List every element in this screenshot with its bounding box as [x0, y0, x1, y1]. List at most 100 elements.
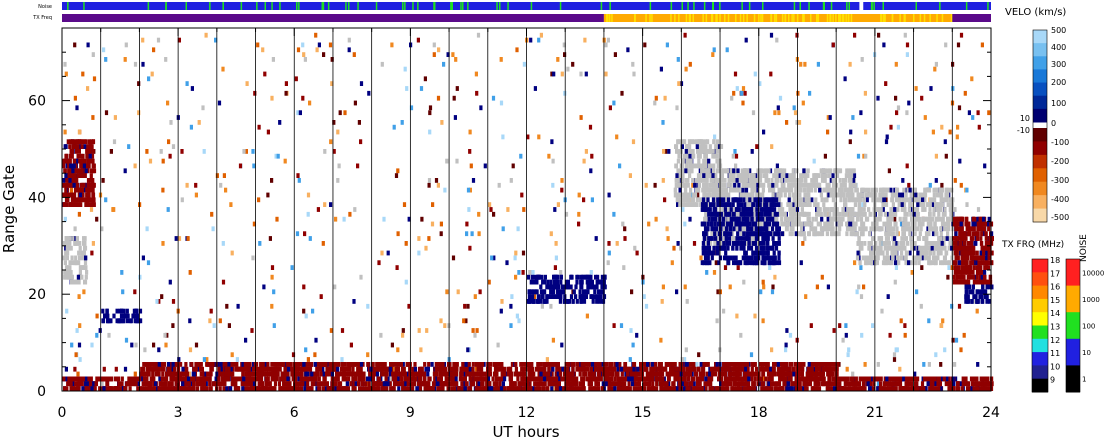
data-cell	[448, 376, 452, 382]
data-cell	[900, 202, 904, 207]
data-cell	[815, 386, 819, 391]
data-cell	[863, 187, 868, 193]
data-cell	[702, 168, 706, 174]
data-cell	[691, 386, 695, 391]
data-cell	[597, 376, 602, 382]
data-cell	[745, 241, 749, 246]
data-cell	[933, 376, 937, 382]
data-cell	[419, 347, 423, 353]
data-cell	[286, 376, 290, 382]
data-cell	[839, 221, 844, 227]
data-cell	[936, 245, 940, 251]
data-cell	[799, 386, 803, 391]
data-cell	[706, 139, 710, 145]
data-cell	[710, 231, 714, 237]
data-cell	[892, 241, 896, 246]
data-cell	[562, 42, 566, 48]
data-cell	[533, 86, 537, 91]
data-cell	[71, 386, 75, 391]
data-cell	[445, 289, 449, 295]
data-cell	[521, 376, 525, 382]
data-cell	[630, 289, 634, 295]
data-cell	[826, 129, 830, 135]
data-cell	[848, 226, 852, 232]
data-cell	[684, 163, 689, 169]
data-cell	[885, 250, 889, 256]
data-cell	[715, 139, 719, 145]
data-cell	[124, 337, 129, 343]
data-cell	[272, 289, 276, 295]
data-cell	[921, 197, 925, 203]
data-cell	[385, 386, 389, 391]
data-cell	[891, 255, 895, 261]
data-cell	[453, 386, 457, 391]
data-cell	[869, 241, 873, 246]
data-cell	[417, 250, 421, 256]
data-cell	[761, 279, 765, 285]
data-cell	[466, 347, 470, 353]
data-cell	[670, 386, 674, 391]
data-cell	[89, 207, 94, 212]
data-cell	[584, 71, 588, 77]
noise-bar-tick	[298, 2, 300, 10]
data-cell	[816, 221, 820, 227]
data-cell	[838, 192, 842, 198]
noise-bar-tick	[741, 2, 743, 10]
data-cell	[188, 318, 192, 324]
data-cell	[900, 376, 904, 382]
data-cell	[698, 144, 702, 149]
data-cell	[251, 149, 255, 154]
data-cell	[712, 168, 716, 174]
data-cell	[161, 187, 165, 193]
data-cell	[74, 381, 78, 387]
data-cell	[64, 265, 69, 270]
noise-bar-tick	[670, 2, 673, 10]
data-cell	[623, 381, 627, 387]
data-cell	[204, 381, 208, 387]
data-cell	[862, 381, 866, 387]
noise-bar-tick	[321, 2, 323, 10]
data-cell	[867, 376, 871, 382]
data-cell	[194, 342, 199, 348]
data-cell	[946, 274, 950, 280]
data-cell	[533, 381, 537, 387]
noise-bar-tick	[939, 2, 941, 10]
data-cell	[760, 386, 764, 391]
data-cell	[678, 202, 682, 207]
data-cell	[820, 197, 824, 203]
data-cell	[893, 192, 897, 198]
data-cell	[400, 120, 404, 125]
data-cell	[499, 100, 504, 106]
txfreq-segment	[952, 14, 991, 22]
data-cell	[514, 250, 518, 256]
data-cell	[853, 260, 857, 266]
data-cell	[878, 197, 882, 203]
data-cell	[758, 221, 763, 227]
data-cell	[682, 153, 686, 159]
data-cell	[560, 342, 564, 348]
data-cell	[790, 231, 794, 237]
data-cell	[942, 236, 946, 241]
data-cell	[301, 42, 305, 48]
data-cell	[528, 386, 532, 391]
noise-bar-tick	[793, 2, 796, 10]
data-cell	[878, 226, 882, 232]
data-cell	[662, 386, 666, 391]
data-cell	[890, 197, 894, 203]
data-cell	[65, 236, 69, 241]
data-cell	[802, 376, 806, 382]
data-cell	[850, 173, 854, 178]
noise-bar-tick	[600, 2, 603, 10]
txfreq-tick	[929, 14, 931, 22]
data-cell	[901, 245, 905, 251]
data-cell	[68, 260, 72, 266]
data-cell	[684, 66, 688, 72]
data-cell	[714, 197, 718, 203]
data-cell	[104, 110, 109, 116]
data-cell	[900, 255, 904, 261]
data-cell	[844, 207, 848, 212]
data-cell	[688, 192, 692, 198]
data-cell	[748, 168, 752, 174]
data-cell	[665, 386, 669, 391]
data-cell	[397, 386, 401, 391]
